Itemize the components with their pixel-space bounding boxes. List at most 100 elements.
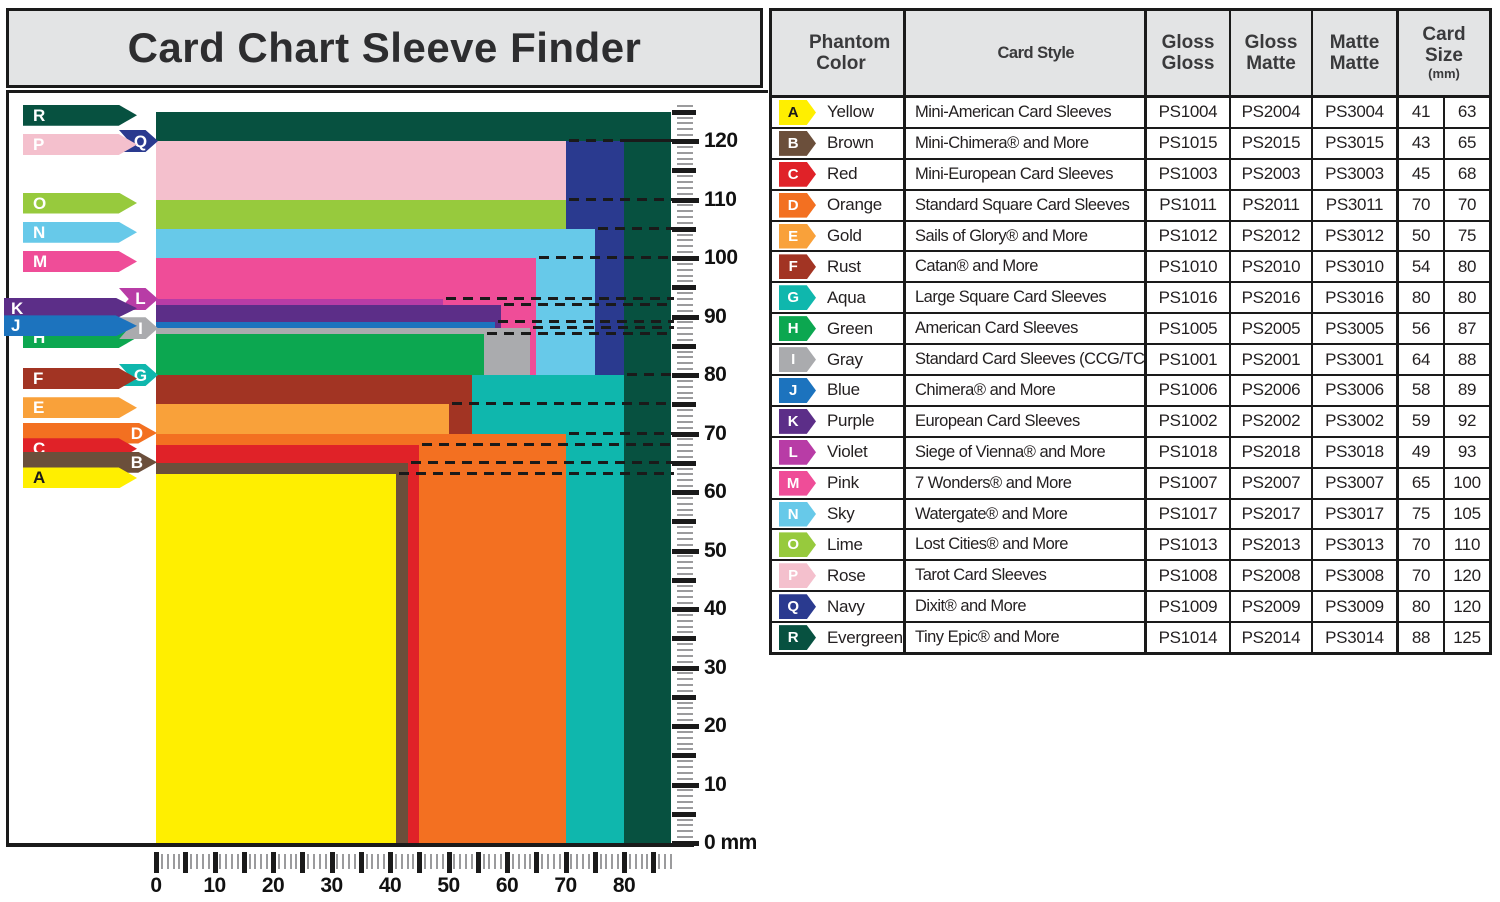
gloss-gloss-cell: PS1014	[1147, 623, 1231, 653]
ruler-tick	[677, 590, 693, 593]
ruler-tick	[318, 854, 321, 869]
card-size-cell: 70 120	[1399, 561, 1489, 591]
ruler-tick	[400, 854, 403, 869]
ruler-tick	[672, 343, 696, 349]
ruler-tick	[500, 854, 503, 869]
card-style-cell: Watergate® and More	[906, 499, 1147, 529]
phantom-chip-letter: M	[786, 474, 800, 492]
ruler-tick	[672, 811, 696, 817]
ruler-tick	[677, 455, 693, 458]
gloss-matte-cell: PS2010	[1231, 252, 1313, 282]
ruler-tick	[592, 852, 598, 873]
color-name: Evergreen	[827, 627, 903, 647]
ruler-tick	[677, 309, 693, 312]
x-ruler-label-70: 70	[554, 874, 577, 897]
label-letter: N	[33, 222, 46, 242]
table-row: D Orange Standard Square Card Sleeves PS101…	[772, 190, 1489, 222]
ruler-tick	[677, 561, 693, 564]
ruler-tick	[677, 830, 693, 833]
table-row: L Violet Siege of Vienna® and More PS1018 PS…	[772, 437, 1489, 469]
ruler-tick	[677, 631, 693, 634]
ruler-tick	[672, 724, 699, 729]
ruler-tick	[154, 852, 159, 873]
ruler-tick	[677, 116, 693, 119]
ruler-tick	[465, 854, 468, 869]
ruler-tick	[219, 854, 222, 869]
card-size-cell: 80 120	[1399, 592, 1489, 622]
ruler-tick	[677, 707, 693, 710]
gloss-gloss-cell: PS1011	[1147, 190, 1231, 220]
ruler-tick	[195, 854, 198, 869]
x-ruler-label-80: 80	[612, 874, 636, 897]
card-style-cell: Lost Cities® and More	[906, 530, 1147, 560]
ruler-tick	[677, 145, 693, 148]
gloss-gloss-cell: PS1006	[1147, 376, 1231, 405]
phantom-chip-letter: E	[788, 227, 798, 245]
matte-matte-cell: PS3007	[1313, 468, 1399, 498]
card-style-cell: European Card Sleeves	[906, 406, 1147, 436]
table-body: A Yellow Mini-American Card Sleeves PS1004 P…	[772, 98, 1489, 653]
ruler-tick	[672, 402, 696, 408]
matte-matte-cell: PS3017	[1313, 499, 1399, 529]
label-arrow-A: A	[23, 467, 137, 489]
ruler-tick	[435, 854, 438, 869]
card-width-mm: 70	[1399, 530, 1445, 560]
phantom-color-cell: J Blue	[772, 376, 906, 405]
ruler-tick	[552, 854, 555, 869]
ruler-tick	[677, 274, 693, 277]
ruler-tick	[677, 192, 693, 195]
phantom-chip-R: R	[779, 625, 816, 651]
ruler-tick	[470, 854, 473, 869]
gloss-matte-cell: PS2013	[1231, 530, 1313, 560]
table-row: P Rose Tarot Card Sleeves PS1008 PS2008 PS300…	[772, 561, 1489, 593]
ruler-tick	[677, 502, 693, 505]
ruler-tick	[441, 854, 444, 869]
table-row: K Purple European Card Sleeves PS1002 PS2002…	[772, 406, 1489, 438]
ruler-tick	[677, 245, 693, 248]
ruler-tick	[677, 356, 693, 359]
ruler-tick	[342, 854, 345, 869]
ruler-tick	[672, 256, 699, 261]
y-ruler-label-90: 90	[704, 304, 727, 328]
ruler-tick	[677, 736, 693, 739]
card-height-mm: 100	[1453, 473, 1481, 493]
card-width-mm: 45	[1399, 159, 1445, 189]
ruler-tick	[225, 854, 228, 869]
x-ruler-label-50: 50	[437, 874, 460, 897]
card-style-cell: Chimera® and More	[906, 376, 1147, 405]
ruler-tick	[658, 854, 661, 869]
gloss-matte-cell: PS2014	[1231, 623, 1313, 653]
ruler-tick	[534, 852, 540, 873]
ruler-tick	[231, 854, 234, 869]
ruler-tick	[663, 854, 666, 869]
color-name: Aqua	[827, 287, 866, 307]
height-dash-H	[486, 332, 674, 336]
ruler-tick	[677, 385, 693, 388]
ruler-tick	[677, 701, 693, 704]
card-style-cell: Large Square Card Sleeves	[906, 283, 1147, 313]
ruler-tick	[672, 841, 699, 846]
ruler-tick	[429, 854, 432, 869]
card-size-cell: 49 93	[1399, 437, 1489, 467]
gloss-gloss-cell: PS1005	[1147, 314, 1231, 344]
card-height-mm: 68	[1457, 164, 1477, 184]
chart-panel-border-left	[6, 90, 9, 847]
y-ruler-label-0: 0 mm	[704, 831, 757, 854]
table-row: N Sky Watergate® and More PS1017 PS2017 PS301…	[772, 499, 1489, 531]
phantom-chip-letter: I	[791, 351, 795, 369]
label-letter: R	[33, 105, 46, 125]
ruler-tick	[646, 854, 649, 869]
ruler-tick	[283, 854, 286, 869]
ruler-tick	[677, 180, 693, 183]
ruler-tick	[289, 854, 292, 869]
ruler-tick	[488, 854, 491, 869]
ruler-tick	[677, 175, 693, 178]
phantom-chip-Q: Q	[779, 594, 816, 620]
ruler-tick	[406, 854, 409, 869]
ruler-tick	[677, 350, 693, 353]
ruler-tick	[300, 852, 306, 873]
phantom-color-cell: P Rose	[772, 561, 906, 591]
matte-matte-cell: PS3014	[1313, 623, 1399, 653]
card-style-cell: Mini-American Card Sleeves	[906, 98, 1147, 127]
gloss-gloss-cell: PS1013	[1147, 530, 1231, 560]
